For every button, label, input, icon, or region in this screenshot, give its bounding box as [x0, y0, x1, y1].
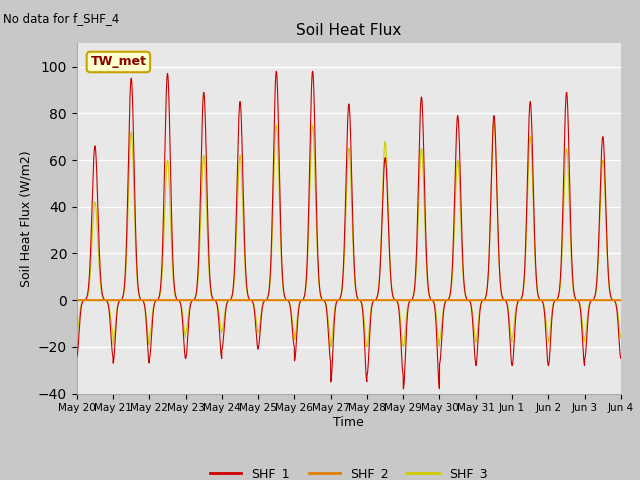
SHF_1	[566, 170, 573, 176]
Y-axis label: Soil Heat Flux (W/m2): Soil Heat Flux (W/m2)	[19, 150, 33, 287]
SHF_3	[412, 280, 419, 286]
SHF_1	[73, 353, 81, 359]
SHF_2	[402, 297, 410, 303]
SHF_1	[617, 356, 625, 361]
SHF_1	[273, 68, 280, 74]
SHF_2	[412, 297, 419, 303]
Line: SHF_3: SHF_3	[77, 122, 621, 347]
SHF_3	[189, 297, 197, 303]
Text: No data for f_SHF_4: No data for f_SHF_4	[3, 12, 120, 25]
Text: TW_met: TW_met	[90, 56, 147, 69]
SHF_3	[327, 344, 335, 350]
X-axis label: Time: Time	[333, 416, 364, 429]
SHF_1	[402, 338, 410, 344]
SHF_1	[225, 298, 232, 303]
SHF_3	[225, 298, 232, 303]
SHF_1	[617, 355, 625, 361]
SHF_2	[73, 297, 81, 303]
SHF_2	[225, 297, 232, 303]
Title: Soil Heat Flux: Soil Heat Flux	[296, 23, 401, 38]
SHF_2	[189, 297, 197, 303]
SHF_1	[412, 272, 419, 277]
SHF_2	[617, 297, 625, 303]
SHF_3	[617, 334, 625, 340]
SHF_3	[490, 120, 498, 125]
Line: SHF_1: SHF_1	[77, 71, 621, 389]
SHF_2	[565, 297, 573, 303]
SHF_3	[617, 335, 625, 340]
SHF_1	[189, 298, 197, 303]
Legend: SHF_1, SHF_2, SHF_3: SHF_1, SHF_2, SHF_3	[205, 462, 492, 480]
SHF_3	[402, 321, 410, 326]
SHF_1	[399, 386, 407, 392]
SHF_2	[616, 297, 624, 303]
SHF_3	[566, 204, 573, 210]
SHF_3	[73, 330, 81, 336]
